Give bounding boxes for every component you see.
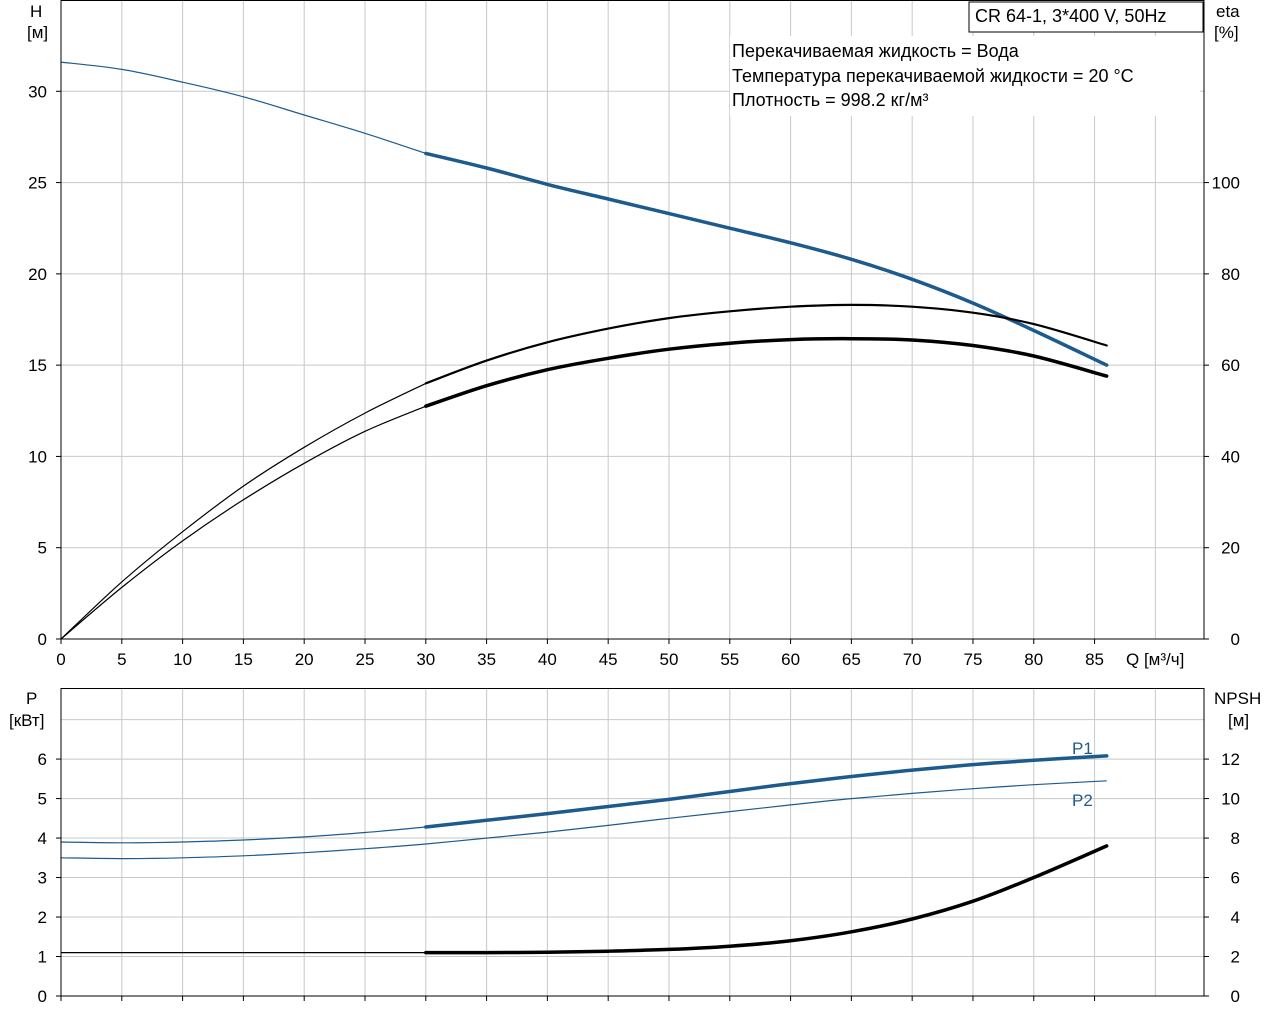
curve-p1-thin xyxy=(60,826,426,844)
x-tick-label: 60 xyxy=(781,650,800,669)
info-line-temperature: Температура перекачиваемой жидкости = 20… xyxy=(732,66,1134,86)
bottom-left-axis-label-line2: [кВт] xyxy=(9,711,44,730)
curves xyxy=(60,61,1109,955)
x-tick-label: 0 xyxy=(56,650,65,669)
x-tick-label: 35 xyxy=(477,650,496,669)
bottom-left-axis-label-line1: P xyxy=(26,689,37,708)
x-tick-label: 70 xyxy=(903,650,922,669)
x-tick-label: 40 xyxy=(538,650,557,669)
top-left-tick-label: 30 xyxy=(28,82,47,101)
bottom-plot-frame xyxy=(60,688,1205,997)
curve-npsh xyxy=(424,844,1109,955)
top-left-axis-label-line2: [м] xyxy=(27,23,48,42)
top-left-axis-label-line1: H xyxy=(30,2,42,21)
curve-eta_pump-thin xyxy=(60,405,427,640)
top-right-axis-label-line2: [%] xyxy=(1214,23,1239,42)
bottom-right-tick-label: 6 xyxy=(1231,869,1240,888)
top-right-tick-label: 100 xyxy=(1212,174,1240,193)
bottom-right-tick-label: 8 xyxy=(1231,829,1240,848)
top-right-tick-label: 80 xyxy=(1221,265,1240,284)
x-tick-label: 5 xyxy=(117,650,126,669)
top-left-tick-label: 15 xyxy=(28,356,47,375)
x-tick-label: 55 xyxy=(720,650,739,669)
curve-eta xyxy=(424,303,1108,385)
top-left-tick-label: 25 xyxy=(28,174,47,193)
x-tick-label: 50 xyxy=(660,650,679,669)
bottom-right-axis-label-line2: [м] xyxy=(1228,711,1249,730)
bottom-left-tick-label: 6 xyxy=(38,750,47,769)
bottom-left-tick-label: 5 xyxy=(38,790,47,809)
x-tick-label: 15 xyxy=(234,650,253,669)
top-right-axis-label-line1: eta xyxy=(1216,2,1240,21)
bottom-right-tick-label: 0 xyxy=(1231,987,1240,1006)
x-tick-label: 30 xyxy=(416,650,435,669)
top-right-tick-label: 0 xyxy=(1231,630,1240,649)
bottom-left-tick-label: 1 xyxy=(38,948,47,967)
curve-head xyxy=(424,151,1109,367)
x-tick-label: 85 xyxy=(1085,650,1104,669)
curve-p1 xyxy=(424,754,1109,829)
x-tick-label: 65 xyxy=(842,650,861,669)
top-plot-frame xyxy=(60,0,1205,640)
bottom-plot-grid xyxy=(61,688,1204,996)
series-label-p1: P1 xyxy=(1072,739,1093,758)
series-label-p2: P2 xyxy=(1072,791,1093,810)
bottom-right-tick-label: 12 xyxy=(1221,750,1240,769)
curve-eta_pump xyxy=(424,336,1109,408)
top-left-tick-label: 20 xyxy=(28,265,47,284)
x-tick-label: 25 xyxy=(356,650,375,669)
top-left-tick-label: 5 xyxy=(38,539,47,558)
pump-label: CR 64-1, 3*400 V, 50Hz xyxy=(975,6,1166,26)
top-left-tick-label: 0 xyxy=(38,630,47,649)
bottom-left-tick-label: 4 xyxy=(38,829,47,848)
info-box-background xyxy=(730,36,1200,116)
info-line-liquid: Перекачиваемая жидкость = Вода xyxy=(732,41,1020,61)
plot-frames xyxy=(56,0,1209,1001)
bottom-left-tick-label: 2 xyxy=(38,908,47,927)
x-axis-label: Q [м³/ч] xyxy=(1126,650,1184,669)
curve-eta-thin xyxy=(60,382,427,640)
bottom-left-tick-label: 0 xyxy=(38,987,47,1006)
x-tick-label: 80 xyxy=(1024,650,1043,669)
top-right-tick-label: 40 xyxy=(1221,447,1240,466)
x-tick-label: 10 xyxy=(173,650,192,669)
info-line-density: Плотность = 998.2 кг/м³ xyxy=(732,90,928,110)
x-tick-label: 20 xyxy=(295,650,314,669)
bottom-right-tick-label: 4 xyxy=(1231,908,1240,927)
bottom-right-tick-label: 10 xyxy=(1221,790,1240,809)
x-tick-label: 75 xyxy=(964,650,983,669)
top-left-tick-label: 10 xyxy=(28,447,47,466)
bottom-left-tick-label: 3 xyxy=(38,869,47,888)
bottom-right-axis-label-line1: NPSH xyxy=(1214,689,1261,708)
curve-p2-thin xyxy=(60,780,1107,860)
top-right-tick-label: 60 xyxy=(1221,356,1240,375)
top-right-tick-label: 20 xyxy=(1221,539,1240,558)
curve-head-thin xyxy=(60,61,426,154)
x-tick-label: 45 xyxy=(599,650,618,669)
bottom-right-tick-label: 2 xyxy=(1231,948,1240,967)
pump-label-box xyxy=(968,1,1204,33)
